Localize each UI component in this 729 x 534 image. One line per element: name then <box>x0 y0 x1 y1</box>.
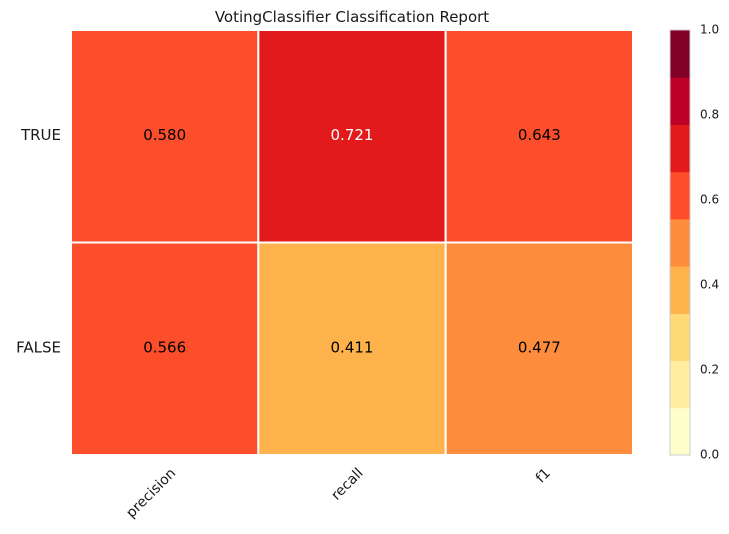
row-label-true: TRUE <box>20 126 61 144</box>
colorbar-segment <box>670 313 690 362</box>
cell-value-label: 0.566 <box>143 338 186 356</box>
colorbar-segment <box>670 218 690 267</box>
colorbar-tick-label: 0.2 <box>700 363 719 377</box>
cell-value-label: 0.580 <box>143 126 186 144</box>
heatmap-cell-false-recall <box>257 241 447 456</box>
colorbar-segment <box>670 77 690 125</box>
heatmap-grid: 0.580 0.721 0.643 0.566 0.411 0.477 <box>70 29 634 456</box>
colorbar-tick-label: 0.6 <box>700 193 719 207</box>
column-label-recall: recall <box>328 465 366 503</box>
colorbar-segment <box>670 266 690 314</box>
heatmap-cell-true-recall <box>257 29 447 244</box>
chart-title: VotingClassifier Classification Report <box>215 8 489 26</box>
colorbar-segment <box>670 360 690 409</box>
heatmap-cell-true-precision <box>70 29 260 244</box>
colorbar-segment <box>670 171 690 220</box>
colorbar-segment <box>670 407 690 456</box>
column-label-f1: f1 <box>533 465 554 486</box>
colorbar-tick-label: 0.8 <box>700 108 719 122</box>
row-label-false: FALSE <box>16 338 61 356</box>
row-labels: TRUE FALSE <box>16 126 61 357</box>
colorbar-frame <box>669 29 691 456</box>
cell-value-label: 0.477 <box>518 338 561 356</box>
colorbar-tick-label: 0.4 <box>700 278 719 292</box>
cell-value-label: 0.643 <box>518 126 561 144</box>
column-label-precision: precision <box>123 465 179 521</box>
cell-value-label: 0.411 <box>331 338 374 356</box>
colorbar: 0.0 0.2 0.4 0.6 0.8 1.0 <box>669 23 719 462</box>
heatmap-cell-false-f1 <box>444 241 634 456</box>
colorbar-segment <box>670 124 690 173</box>
heatmap-cell-false-precision <box>70 241 260 456</box>
cell-value-label: 0.721 <box>331 126 374 144</box>
colorbar-tick-label: 0.0 <box>700 448 719 462</box>
column-labels: precision recall f1 <box>123 465 554 521</box>
colorbar-segment <box>670 30 690 78</box>
heatmap-cell-true-f1 <box>444 29 634 244</box>
colorbar-tick-label: 1.0 <box>700 23 719 37</box>
